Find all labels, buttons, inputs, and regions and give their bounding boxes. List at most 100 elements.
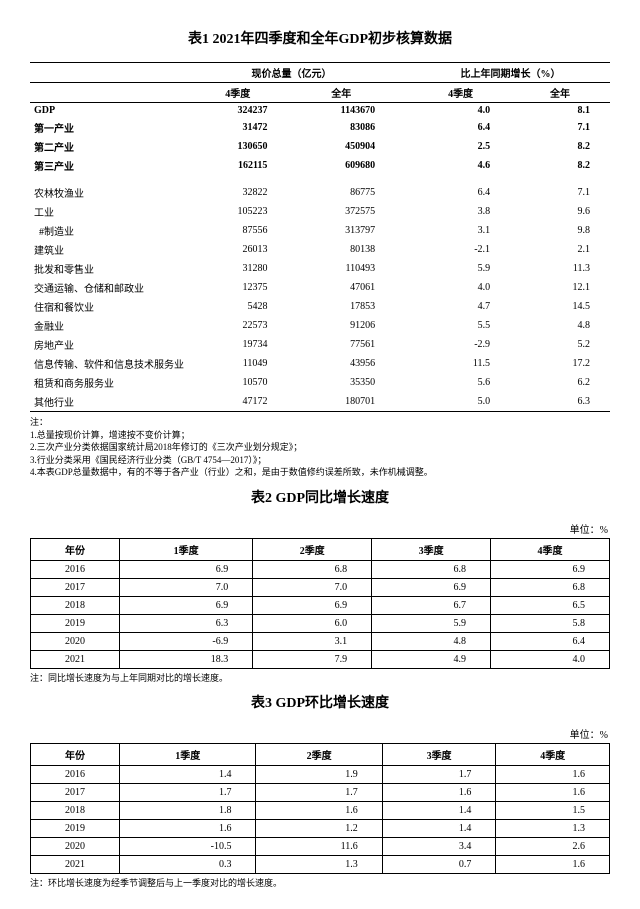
q-row-q2: 7.0 <box>253 578 372 596</box>
t1-row-fyv: 372575 <box>287 202 395 221</box>
t1-row-q4v: 12375 <box>188 278 287 297</box>
q-row-q1: -6.9 <box>120 632 253 650</box>
t1-row-fyv: 1143670 <box>287 103 395 119</box>
t1-row-q4g: 3.8 <box>411 202 510 221</box>
q-row-q2: 6.0 <box>253 614 372 632</box>
q-row-q2: 1.9 <box>256 765 382 783</box>
t1-row-fyg: 12.1 <box>510 278 610 297</box>
t1-row-q4v: 162115 <box>188 156 287 175</box>
t1-row-fyv: 609680 <box>287 156 395 175</box>
t1-row-q4v: 10570 <box>188 373 287 392</box>
t1-row-q4g: 2.5 <box>411 137 510 156</box>
t1-row-q4g: 3.1 <box>411 221 510 240</box>
t1-row-fyg: 8.1 <box>510 103 610 119</box>
t1-row-label: 第二产业 <box>30 137 188 156</box>
t1-row-fyg: 7.1 <box>510 183 610 202</box>
t1-row-q4v: 32822 <box>188 183 287 202</box>
q-row-q3: 1.7 <box>382 765 496 783</box>
q-row-year: 2017 <box>31 578 120 596</box>
table3-footnote: 注：环比增长速度为经季节调整后与上一季度对比的增长速度。 <box>30 876 610 889</box>
table1-title: 表1 2021年四季度和全年GDP初步核算数据 <box>30 28 610 48</box>
q-row-year: 2016 <box>31 765 120 783</box>
t1-row-fyv: 180701 <box>287 392 395 412</box>
q-row-year: 2019 <box>31 819 120 837</box>
t1-row-q4v: 22573 <box>188 316 287 335</box>
t1-row-q4v: 31472 <box>188 118 287 137</box>
t1-row-label: 其他行业 <box>30 392 188 412</box>
q-row-q2: 6.8 <box>253 560 372 578</box>
q-row-q4: 1.6 <box>496 855 610 873</box>
q-row-q2: 1.6 <box>256 801 382 819</box>
q-row-q3: 1.4 <box>382 819 496 837</box>
t1-row-label: 工业 <box>30 202 188 221</box>
t1-row-q4g: 4.0 <box>411 278 510 297</box>
t1-hdr-q4-1: 4季度 <box>188 83 287 103</box>
t1-row-q4v: 11049 <box>188 354 287 373</box>
q-row-q4: 1.6 <box>496 783 610 801</box>
t1-hdr-q4-2: 4季度 <box>411 83 510 103</box>
table3-unit: 单位：% <box>30 726 608 741</box>
q-row-q3: 5.9 <box>372 614 491 632</box>
t1-row-label: 交通运输、仓储和邮政业 <box>30 278 188 297</box>
t1-row-fyg: 6.3 <box>510 392 610 412</box>
t3-hdr-q1: 1季度 <box>120 743 256 765</box>
q-row-q4: 1.6 <box>496 765 610 783</box>
t1-row-q4v: 31280 <box>188 259 287 278</box>
q-row-year: 2016 <box>31 560 120 578</box>
q-row-q4: 1.3 <box>496 819 610 837</box>
q-row-q3: 4.8 <box>372 632 491 650</box>
table1: 现价总量（亿元） 比上年同期增长（%） 4季度 全年 4季度 全年 GDP324… <box>30 62 610 412</box>
table2-footnote: 注：同比增长速度为与上年同期对比的增长速度。 <box>30 671 610 684</box>
note3: 3.行业分类采用《国民经济行业分类（GB/T 4754—2017）》； <box>30 455 266 465</box>
table2-title: 表2 GDP同比增长速度 <box>30 487 610 507</box>
q-row-q2: 1.3 <box>256 855 382 873</box>
q-row-q1: 7.0 <box>120 578 253 596</box>
t3-hdr-q2: 2季度 <box>256 743 382 765</box>
t3-hdr-q4: 4季度 <box>496 743 610 765</box>
t1-row-q4g: 4.0 <box>411 103 510 119</box>
q-row-year: 2020 <box>31 837 120 855</box>
t1-row-fyv: 91206 <box>287 316 395 335</box>
q-row-q4: 6.9 <box>491 560 610 578</box>
note2: 2.三次产业分类依据国家统计局2018年修订的《三次产业划分规定》； <box>30 442 302 452</box>
t1-row-q4g: 5.9 <box>411 259 510 278</box>
t1-row-q4g: 5.0 <box>411 392 510 412</box>
q-row-year: 2018 <box>31 801 120 819</box>
t1-row-fyg: 8.2 <box>510 137 610 156</box>
t1-row-fyg: 5.2 <box>510 335 610 354</box>
t1-row-q4g: -2.9 <box>411 335 510 354</box>
q-row-q1: 0.3 <box>120 855 256 873</box>
q-row-q4: 6.8 <box>491 578 610 596</box>
q-row-q1: 6.3 <box>120 614 253 632</box>
t1-row-q4v: 19734 <box>188 335 287 354</box>
t3-hdr-year: 年份 <box>31 743 120 765</box>
t1-row-fyv: 313797 <box>287 221 395 240</box>
q-row-q3: 6.8 <box>372 560 491 578</box>
note1: 1.总量按现价计算，增速按不变价计算； <box>30 430 190 440</box>
t1-row-label: 信息传输、软件和信息技术服务业 <box>30 354 188 373</box>
t1-row-q4g: 4.6 <box>411 156 510 175</box>
t1-hdr-full-1: 全年 <box>287 83 395 103</box>
t1-row-q4g: 6.4 <box>411 183 510 202</box>
t1-row-q4g: 11.5 <box>411 354 510 373</box>
t1-row-q4g: 4.7 <box>411 297 510 316</box>
q-row-q1: 1.7 <box>120 783 256 801</box>
q-row-q3: 0.7 <box>382 855 496 873</box>
q-row-q3: 3.4 <box>382 837 496 855</box>
t1-row-q4g: -2.1 <box>411 240 510 259</box>
t1-row-fyg: 8.2 <box>510 156 610 175</box>
q-row-q2: 1.7 <box>256 783 382 801</box>
t1-row-fyv: 80138 <box>287 240 395 259</box>
t1-row-label: 第一产业 <box>30 118 188 137</box>
t1-row-label: 批发和零售业 <box>30 259 188 278</box>
note4: 4.本表GDP总量数据中，有的不等于各产业（行业）之和，是由于数值修约误差所致，… <box>30 467 433 477</box>
t1-row-fyg: 11.3 <box>510 259 610 278</box>
t2-hdr-q4: 4季度 <box>491 538 610 560</box>
t1-row-label: 农林牧渔业 <box>30 183 188 202</box>
t2-hdr-q2: 2季度 <box>253 538 372 560</box>
q-row-year: 2017 <box>31 783 120 801</box>
t1-row-q4v: 324237 <box>188 103 287 119</box>
t2-hdr-year: 年份 <box>31 538 120 560</box>
t1-row-fyv: 47061 <box>287 278 395 297</box>
notes-label: 注： <box>30 417 48 427</box>
